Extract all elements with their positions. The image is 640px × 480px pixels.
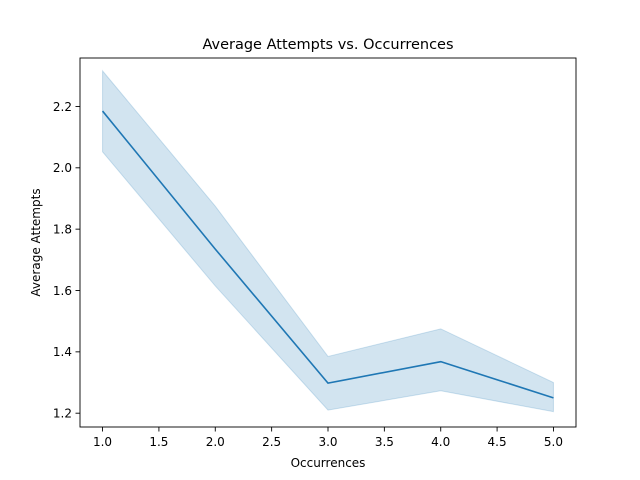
x-axis-ticks: 1.0 1.5 2.0 2.5 3.0 3.5 4.0 4.5 5.0 (93, 427, 563, 449)
x-tick-label: 2.0 (206, 435, 225, 449)
series-line (101, 110, 554, 399)
y-tick-label: 1.4 (53, 345, 72, 359)
y-tick-label: 2.2 (53, 100, 72, 114)
x-tick-label: 1.5 (149, 435, 168, 449)
x-tick-label: 4.0 (431, 435, 450, 449)
data-point (439, 360, 443, 364)
x-tick-label: 5.0 (544, 435, 563, 449)
plot-area (79, 57, 577, 428)
x-tick-label: 4.5 (488, 435, 507, 449)
confidence-band (102, 69, 554, 413)
data-point (551, 396, 555, 400)
x-axis-title: Occurrences (291, 456, 366, 470)
x-tick-label: 3.5 (375, 435, 394, 449)
x-tick-label: 1.0 (93, 435, 112, 449)
data-point (101, 109, 105, 113)
x-tick-label: 3.0 (318, 435, 337, 449)
data-point (326, 381, 330, 385)
y-tick-label: 2.0 (53, 161, 72, 175)
chart-title: Average Attempts vs. Occurrences (202, 37, 453, 53)
x-tick-label: 2.5 (262, 435, 281, 449)
y-axis-ticks: 1.2 1.4 1.6 1.8 2.0 2.2 (53, 100, 80, 420)
y-tick-label: 1.6 (53, 284, 72, 298)
y-tick-label: 1.8 (53, 222, 72, 236)
y-tick-label: 1.2 (53, 406, 72, 420)
data-point (213, 247, 217, 251)
y-axis-title: Average Attempts (29, 188, 43, 296)
